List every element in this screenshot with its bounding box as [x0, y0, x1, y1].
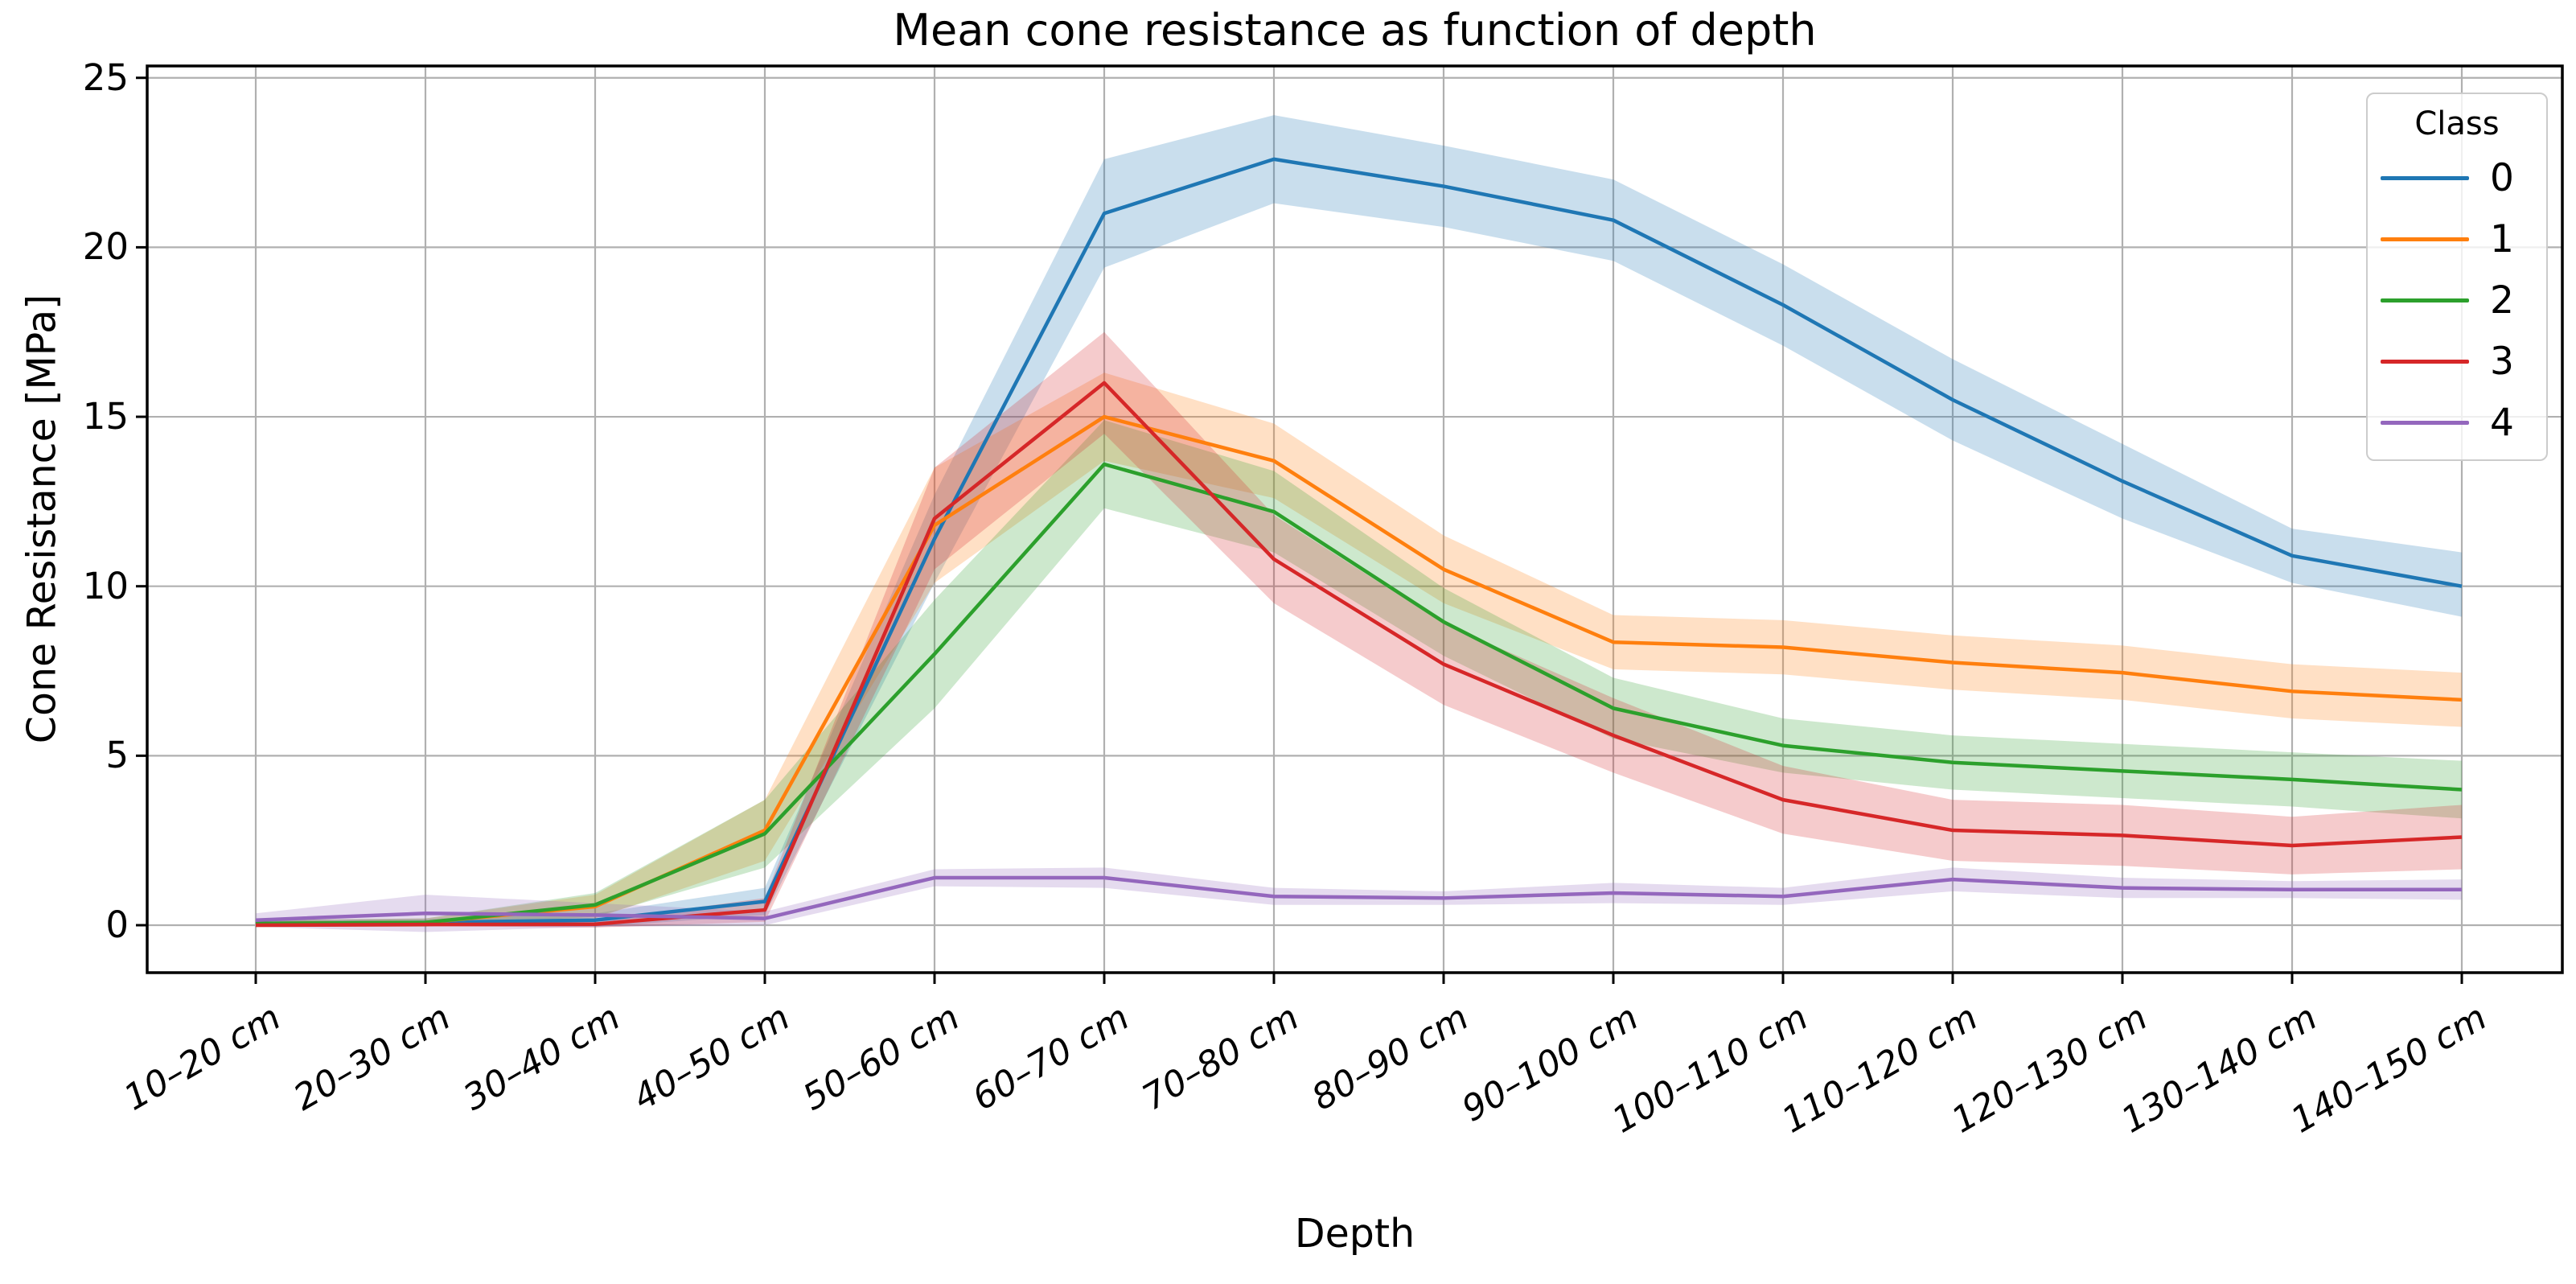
y-tick-label: 10 [82, 564, 129, 607]
axes-spines [146, 64, 2564, 974]
legend: Class 0 1 2 3 4 [2366, 93, 2548, 461]
legend-entry: 4 [2368, 392, 2546, 453]
y-tick-label: 15 [82, 395, 129, 438]
confidence-band-class-3 [256, 331, 2462, 928]
legend-entry: 1 [2368, 208, 2546, 270]
legend-entry: 3 [2368, 331, 2546, 392]
legend-entry-label: 0 [2490, 155, 2514, 200]
legend-title: Class [2414, 105, 2500, 142]
legend-line-swatch [2381, 175, 2469, 180]
legend-entry-label: 1 [2490, 216, 2514, 261]
legend-entry-label: 2 [2490, 278, 2514, 323]
confidence-band-class-2 [256, 420, 2462, 928]
legend-entry-label: 4 [2490, 400, 2514, 445]
legend-entry: 2 [2368, 270, 2546, 331]
chart-title: Mean cone resistance as function of dept… [893, 5, 1817, 56]
legend-entry: 0 [2368, 147, 2546, 208]
y-tick-label: 20 [82, 225, 129, 269]
y-axis-label: Cone Resistance [MPa] [18, 294, 65, 744]
legend-entries: 0 1 2 3 4 [2368, 147, 2546, 453]
legend-entry-label: 3 [2490, 339, 2514, 384]
plot-line-class-4 [255, 875, 2462, 922]
legend-line-swatch [2381, 420, 2469, 425]
y-tick-label: 5 [105, 734, 129, 777]
plot-line-class-2 [255, 462, 2463, 926]
x-axis-label: Depth [1294, 1211, 1415, 1257]
legend-line-swatch [2381, 359, 2469, 364]
legend-line-swatch [2381, 237, 2469, 241]
legend-line-swatch [2381, 298, 2469, 302]
plot-line-class-3 [255, 381, 2463, 928]
y-tick-label: 25 [82, 56, 129, 99]
y-tick-label: 0 [105, 903, 129, 947]
